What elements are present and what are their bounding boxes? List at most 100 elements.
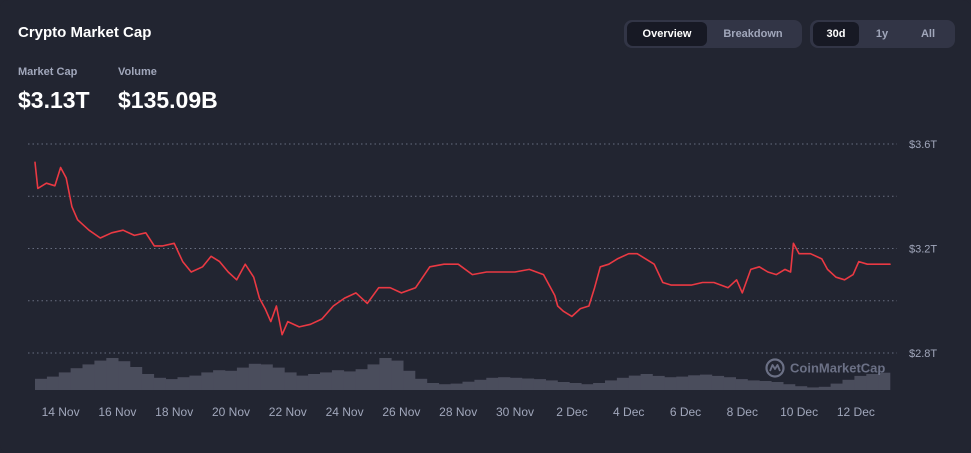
volume-bar xyxy=(616,377,630,390)
volume-bar xyxy=(545,380,558,390)
volume-bar xyxy=(189,375,202,390)
volume-bar xyxy=(818,386,831,390)
volume-bar xyxy=(343,371,356,390)
volume-bar xyxy=(284,372,297,390)
range-toggle: 30d 1y All xyxy=(810,20,955,48)
volume-bar xyxy=(355,369,368,390)
grid-lines xyxy=(28,143,897,354)
tab-breakdown[interactable]: Breakdown xyxy=(723,28,783,40)
volume-bar xyxy=(236,367,250,390)
x-tick-label: 28 Nov xyxy=(439,405,477,419)
volume-bar xyxy=(379,358,392,390)
volume-bar xyxy=(141,374,155,390)
x-tick-label: 20 Nov xyxy=(212,405,250,419)
market-cap-label: Market Cap xyxy=(18,66,78,78)
volume-stat: Volume $135.09B xyxy=(118,66,218,114)
volume-bar xyxy=(854,375,867,390)
x-tick-label: 18 Nov xyxy=(155,405,193,419)
volume-bar xyxy=(320,372,333,390)
watermark: CoinMarketCap xyxy=(765,358,885,378)
volume-bar xyxy=(652,375,665,390)
volume-bar xyxy=(605,380,618,390)
volume-bar xyxy=(248,363,261,390)
price-line xyxy=(34,161,891,336)
volume-bar xyxy=(153,377,166,390)
x-tick-label: 12 Dec xyxy=(837,405,875,419)
x-axis-ticks: 14 Nov 16 Nov 18 Nov 20 Nov 22 Nov 24 Nov 26 N… xyxy=(42,405,875,419)
x-tick-label: 30 Nov xyxy=(496,405,534,419)
volume-bar xyxy=(533,379,546,390)
x-tick-label: 16 Nov xyxy=(98,405,136,419)
volume-bar xyxy=(70,368,83,390)
volume-bar xyxy=(569,383,582,390)
volume-bar xyxy=(593,383,606,390)
x-tick-label: 4 Dec xyxy=(613,405,644,419)
volume-bar xyxy=(783,384,796,390)
x-tick-label: 8 Dec xyxy=(727,405,758,419)
volume-bar xyxy=(806,387,820,390)
volume-bar xyxy=(486,377,499,390)
x-tick-label: 26 Nov xyxy=(382,405,420,419)
volume-bar xyxy=(795,386,808,390)
volume-bar xyxy=(510,377,523,390)
volume-bar xyxy=(830,383,843,390)
volume-bar xyxy=(225,370,238,390)
y-tick-label: $3.6T xyxy=(909,139,937,151)
x-tick-label: 22 Nov xyxy=(269,405,307,419)
view-toggle: Overview Breakdown xyxy=(624,20,802,48)
volume-bar xyxy=(450,383,463,390)
y-tick-label: $2.8T xyxy=(909,348,937,360)
volume-bar xyxy=(747,380,760,390)
volume-bar xyxy=(438,384,451,390)
volume-bar xyxy=(521,378,535,390)
market-cap-value: $3.13T xyxy=(18,87,90,113)
volume-bar xyxy=(106,358,119,390)
volume-bar xyxy=(700,374,713,390)
volume-value: $135.09B xyxy=(118,87,218,113)
range-30d[interactable]: 30d xyxy=(813,22,859,46)
volume-bar xyxy=(415,378,428,390)
range-1y[interactable]: 1y xyxy=(875,28,889,40)
volume-bar xyxy=(46,376,60,390)
x-tick-label: 10 Dec xyxy=(780,405,818,419)
volume-bar xyxy=(557,382,570,390)
coinmarketcap-logo-icon xyxy=(765,358,785,378)
volume-bar xyxy=(462,381,475,390)
volume-bar xyxy=(296,375,309,390)
market-cap-stat: Market Cap $3.13T xyxy=(18,66,90,114)
range-all[interactable]: All xyxy=(920,28,936,40)
volume-bar xyxy=(260,364,273,390)
volume-bar xyxy=(272,367,285,390)
y-tick-label: $3.2T xyxy=(909,244,937,256)
tab-overview[interactable]: Overview xyxy=(627,22,707,46)
volume-bar xyxy=(35,378,48,390)
volume-bar xyxy=(723,377,736,390)
volume-bar xyxy=(711,375,725,390)
volume-bar xyxy=(308,374,321,390)
volume-bar xyxy=(688,375,701,390)
x-tick-label: 6 Dec xyxy=(670,405,701,419)
volume-bar xyxy=(759,381,772,390)
volume-bar xyxy=(878,372,891,390)
volume-bar xyxy=(676,376,689,390)
volume-bar xyxy=(94,360,107,390)
volume-bar xyxy=(118,361,131,390)
volume-bar xyxy=(640,374,653,390)
x-tick-label: 2 Dec xyxy=(556,405,587,419)
volume-bar xyxy=(735,379,748,390)
card-title: Crypto Market Cap xyxy=(18,24,152,41)
volume-bar xyxy=(426,383,440,390)
volume-bar xyxy=(213,370,226,390)
volume-bar xyxy=(498,377,511,390)
volume-bar xyxy=(403,370,416,390)
volume-bar xyxy=(628,375,641,390)
volume-bars xyxy=(35,358,891,390)
volume-bar xyxy=(201,372,214,390)
volume-bar xyxy=(331,370,345,390)
volume-bar xyxy=(177,377,190,390)
volume-bar xyxy=(866,374,879,390)
price-series-line xyxy=(34,161,891,336)
volume-label: Volume xyxy=(118,66,157,78)
